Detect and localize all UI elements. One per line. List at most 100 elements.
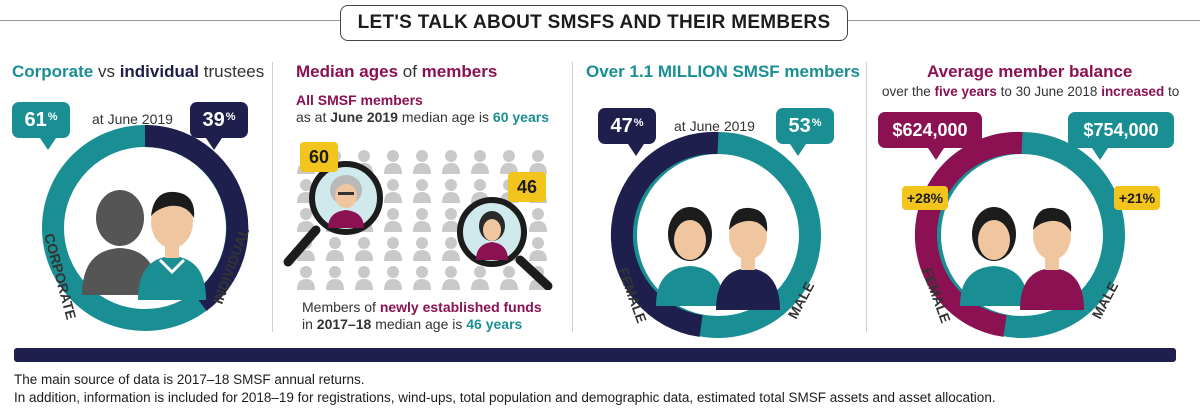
- balance-sub-b: to 30 June 2018: [996, 84, 1102, 99]
- crowd-person-icon: [500, 266, 518, 290]
- all-members-line-a: as at: [296, 109, 331, 125]
- new-funds-line-a: Members of: [302, 299, 380, 315]
- bottom-bar: [14, 348, 1176, 362]
- crowd-person-icon: [384, 179, 402, 203]
- male-growth-value: +21%: [1118, 190, 1156, 206]
- members-date: at June 2019: [674, 118, 755, 134]
- balance-sub-a: over the: [882, 84, 935, 99]
- ages-heading-median: Median ages: [296, 62, 399, 81]
- crowd-person-icon: [529, 150, 547, 174]
- all-members-line-date: June 2019: [330, 109, 398, 125]
- ages-heading-of: of: [398, 62, 422, 81]
- age-all-tag: 60: [300, 142, 338, 172]
- members-donut: FEMALE MALE: [610, 131, 821, 338]
- male-balance-value: $754,000: [1083, 119, 1159, 140]
- crowd-person-icon: [471, 266, 489, 290]
- corporate-pct-value: 61: [24, 108, 47, 131]
- crowd-person-icon: [413, 237, 431, 261]
- female-growth-tag: +28%: [902, 186, 948, 210]
- crowd-person-icon: [442, 237, 460, 261]
- crowd-person-icon: [413, 179, 431, 203]
- crowd-person-icon: [442, 208, 460, 232]
- all-members-title: All SMSF members: [296, 92, 423, 108]
- crowd-person-icon: [442, 179, 460, 203]
- corporate-pct-sign: %: [47, 111, 58, 123]
- balance-sub-c: to: [1164, 84, 1180, 99]
- crowd-person-icon: [297, 208, 315, 232]
- female-balance-bubble: $624,000: [878, 112, 982, 160]
- woman-icon: [656, 207, 724, 306]
- trustees-heading-corporate: Corporate: [12, 62, 94, 81]
- crowd-person-icon: [384, 208, 402, 232]
- footnote-line-1: The main source of data is 2017–18 SMSF …: [14, 372, 365, 387]
- crowd-person-icon: [529, 237, 547, 261]
- female-balance-arc: [914, 131, 1023, 337]
- trustees-heading-vs: vs: [93, 62, 120, 81]
- crowd-person-icon: [355, 237, 373, 261]
- female-balance-value: $624,000: [892, 119, 968, 140]
- crowd-person-icon: [297, 266, 315, 290]
- all-members-line-b: median age is: [397, 109, 493, 125]
- individual-pct-bubble: 39%: [190, 102, 248, 150]
- crowd-person-icon: [384, 266, 402, 290]
- magnifier-icon: [283, 161, 383, 267]
- new-funds-line2-year: 2017–18: [316, 316, 372, 332]
- new-funds-line2-a: in: [302, 316, 317, 332]
- new-funds-line-emph: newly established funds: [379, 299, 542, 315]
- column-divider-1: [272, 62, 273, 332]
- male-growth-tag: +21%: [1114, 186, 1160, 210]
- crowd-person-icon: [384, 150, 402, 174]
- ages-heading-members: members: [421, 62, 498, 81]
- crowd-person-icon: [500, 150, 518, 174]
- individual-pct-sign: %: [225, 111, 236, 123]
- female-pct-sign: %: [633, 117, 644, 129]
- female-growth-value: +28%: [906, 190, 944, 206]
- balance-donut: FEMALE MALE: [914, 131, 1125, 338]
- corporate-silhouette-icon: [82, 190, 158, 295]
- age-all-value: 60: [308, 146, 330, 167]
- individual-arc: [144, 124, 249, 311]
- members-heading-members: SMSF members: [727, 62, 860, 81]
- younger-magnifier-icon: [457, 197, 553, 290]
- column-divider-2: [572, 62, 573, 332]
- crowd-person-icon: [384, 237, 402, 261]
- male-balance-bubble: $754,000: [1068, 112, 1174, 160]
- crowd-person-icon: [529, 208, 547, 232]
- members-heading-count: 1.1 MILLION: [629, 62, 728, 81]
- new-funds-line: Members of newly established funds: [302, 299, 542, 315]
- new-funds-line2: in 2017–18 median age is 46 years: [302, 316, 522, 332]
- new-funds-line2-age: 46 years: [466, 316, 523, 332]
- page-title: LET'S TALK ABOUT SMSFS AND THEIR MEMBERS: [340, 5, 848, 41]
- crowd-person-icon: [413, 266, 431, 290]
- crowd-person-icon: [471, 150, 489, 174]
- all-members-line-age: 60 years: [492, 109, 549, 125]
- crowd-person-icon: [355, 266, 373, 290]
- page-title-text: LET'S TALK ABOUT SMSFS AND THEIR MEMBERS: [357, 12, 831, 33]
- male-pct-sign: %: [811, 117, 822, 129]
- younger-woman-icon: [476, 211, 508, 260]
- age-new-value: 46: [516, 176, 538, 197]
- trustees-heading-individual: individual: [119, 62, 200, 81]
- individual-person-icon: [138, 191, 206, 300]
- man-icon: [1020, 207, 1084, 310]
- header-rule-left: [0, 20, 340, 21]
- crowd-person-icon: [413, 150, 431, 174]
- corporate-pct-bubble: 61%: [12, 102, 70, 150]
- members-heading-over: Over: [586, 62, 630, 81]
- magnifier-icons: [283, 161, 553, 290]
- new-funds-line2-b: median age is: [371, 316, 467, 332]
- column-divider-3: [866, 62, 867, 332]
- female-pct-value: 47: [610, 114, 633, 137]
- woman-icon: [960, 207, 1028, 306]
- trustees-date: at June 2019: [92, 111, 173, 127]
- crowd-person-icon: [326, 237, 344, 261]
- crowd-person-icon: [442, 266, 460, 290]
- members-heading: Over 1.1 MILLION SMSF members: [586, 62, 860, 82]
- crowd-person-icon: [326, 266, 344, 290]
- female-arc: [610, 131, 719, 337]
- trustees-donut: CORPORATE INDIVIDUAL: [41, 124, 252, 331]
- balance-sub-years: five years: [934, 84, 997, 99]
- age-new-tag: 46: [508, 172, 546, 202]
- older-woman-icon: [328, 175, 364, 228]
- header-rule-right: [848, 20, 1200, 21]
